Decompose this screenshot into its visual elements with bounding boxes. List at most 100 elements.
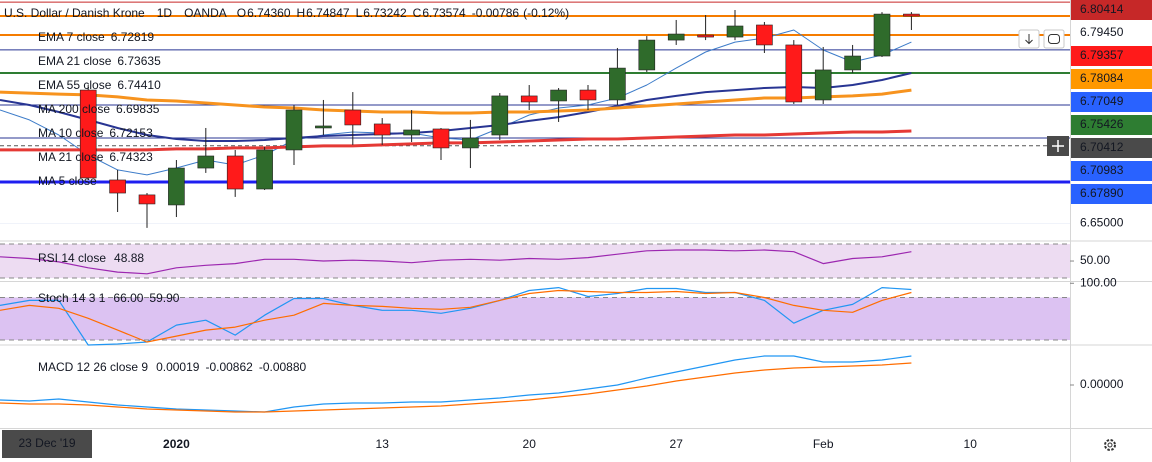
crosshair-plus-button[interactable] — [1047, 136, 1069, 156]
candle-body — [667, 33, 685, 41]
price-label-box — [1071, 23, 1152, 43]
candle-body — [226, 155, 244, 190]
pane-title: Stoch 14 3 1 — [38, 291, 106, 305]
indicator-line — [0, 287, 912, 346]
reset-button[interactable] — [1043, 29, 1065, 49]
scroll-button[interactable] — [1018, 29, 1040, 49]
price-label-box — [1071, 138, 1152, 158]
x-tick-label: 2020 — [163, 437, 190, 451]
y-tick-label: 100.00 — [1080, 275, 1117, 289]
candle-body — [844, 55, 861, 71]
legend-value: 48.88 — [114, 251, 144, 265]
arrow-icon — [1025, 34, 1033, 45]
legend-name: MA 10 close — [38, 126, 104, 140]
candle-body — [197, 155, 215, 169]
candle-body — [373, 123, 391, 136]
reset-icon — [1048, 34, 1060, 44]
legend-value: -0.00880 — [259, 360, 307, 374]
x-tick-label: 20 — [523, 437, 537, 451]
button-frame[interactable] — [1043, 29, 1065, 49]
legend-value: -0.00862 — [205, 360, 253, 374]
candle-body — [462, 137, 479, 149]
ohlc-value: 6.74847 — [306, 6, 350, 20]
legend-name: MA 200 close — [38, 102, 110, 116]
x-tick-label: 27 — [670, 437, 684, 451]
x-tick-label: 13 — [376, 437, 390, 451]
legend-value: 6.74323 — [109, 150, 153, 164]
price-label: 6.79450 — [1080, 25, 1124, 39]
price-label-box — [1071, 161, 1152, 181]
indicator-line — [0, 249, 912, 275]
legend-name: EMA 55 close — [38, 78, 112, 92]
price-label: 6.79357 — [1080, 48, 1124, 62]
price-label-box — [1071, 184, 1152, 204]
ohlc-key: O — [237, 6, 246, 20]
candle-body — [903, 13, 920, 17]
gear-icon[interactable] — [1104, 439, 1116, 451]
candle-body — [285, 109, 303, 151]
legend-value: 66.00 — [113, 291, 143, 305]
ohlc-key: L — [356, 6, 363, 20]
interval: 1D — [157, 6, 173, 20]
candle-body — [756, 24, 773, 46]
data-source: OANDA — [184, 6, 227, 20]
candle-body — [168, 167, 185, 206]
candle-body — [609, 67, 626, 101]
settings-button[interactable] — [1104, 439, 1116, 451]
legend-value: 6.69835 — [116, 102, 160, 116]
legend-name: MA 21 close — [38, 150, 104, 164]
ohlc-key: C — [413, 6, 422, 20]
price-label: 6.75426 — [1080, 117, 1124, 131]
candle-body — [814, 69, 832, 101]
candle-body — [79, 89, 97, 179]
legend-value: 6.74410 — [117, 78, 161, 92]
candle-body — [256, 149, 273, 190]
y-tick-label: 50.00 — [1080, 253, 1110, 267]
candle-body — [403, 129, 420, 136]
band-fill — [0, 297, 1070, 341]
legend-value: 59.90 — [149, 291, 179, 305]
indicator-line — [0, 129, 912, 152]
price-label-box — [1071, 0, 1152, 20]
indicator-line — [0, 362, 912, 413]
band-fill — [0, 244, 1070, 279]
candle-body — [579, 89, 597, 101]
candle-body — [638, 39, 656, 71]
candle-body — [550, 89, 567, 102]
price-label-box — [1071, 115, 1152, 135]
y-tick-label: 0.00000 — [1080, 377, 1124, 391]
candle-body — [873, 13, 891, 57]
crosshair-date-label: 23 Dec '19 — [19, 436, 76, 450]
change-value: -0.00786 — [472, 6, 520, 20]
legend-value: 6.72819 — [111, 30, 155, 44]
legend-name: EMA 21 close — [38, 54, 112, 68]
x-tick-label: Feb — [813, 437, 834, 451]
candle-body — [344, 109, 362, 126]
price-label: 6.80414 — [1080, 2, 1124, 16]
legend-name: MA 5 close — [38, 174, 97, 188]
price-label: 6.67890 — [1080, 186, 1124, 200]
symbol-name: U.S. Dollar / Danish Krone — [4, 6, 145, 20]
candle-body — [520, 95, 538, 103]
plus-icon — [1052, 140, 1064, 152]
price-label-box — [1071, 46, 1152, 66]
legend-value: 6.73635 — [117, 54, 161, 68]
gear-center — [1107, 442, 1113, 448]
candle-body — [785, 44, 803, 103]
ohlc-value: 6.74360 — [247, 6, 291, 20]
price-label: 6.78084 — [1080, 71, 1124, 85]
price-label: 6.70412 — [1080, 140, 1124, 154]
change-percent: (-0.12%) — [523, 6, 569, 20]
crosshair-date-box — [2, 430, 92, 458]
ohlc-key: H — [297, 6, 306, 20]
price-label-box — [1071, 92, 1152, 112]
price-label: 6.70983 — [1080, 163, 1124, 177]
indicator-line — [0, 355, 912, 413]
legend-value: 0.00019 — [156, 360, 200, 374]
candle-body — [109, 179, 126, 194]
candle-body — [432, 128, 450, 149]
price-label-box — [1071, 69, 1152, 89]
